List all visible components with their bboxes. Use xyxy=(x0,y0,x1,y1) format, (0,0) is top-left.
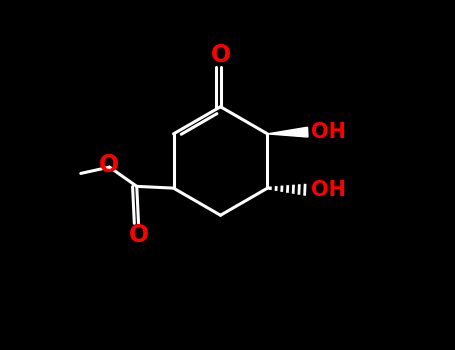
Text: O: O xyxy=(210,43,231,67)
Text: OH: OH xyxy=(310,122,345,142)
Text: O: O xyxy=(99,153,119,177)
Text: OH: OH xyxy=(310,180,345,200)
Text: O: O xyxy=(128,223,149,247)
Polygon shape xyxy=(268,127,308,137)
